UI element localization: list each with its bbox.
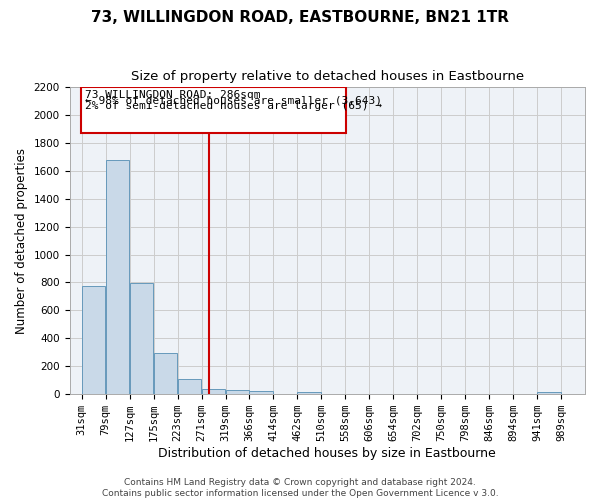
Text: 2% of semi-detached houses are larger (65) →: 2% of semi-detached houses are larger (6… [85, 101, 382, 111]
Text: ← 98% of detached houses are smaller (3,643): ← 98% of detached houses are smaller (3,… [85, 96, 382, 106]
X-axis label: Distribution of detached houses by size in Eastbourne: Distribution of detached houses by size … [158, 447, 496, 460]
Bar [202, 388, 226, 394]
Text: 73, WILLINGDON ROAD, EASTBOURNE, BN21 1TR: 73, WILLINGDON ROAD, EASTBOURNE, BN21 1T… [91, 10, 509, 25]
Bar [154, 353, 178, 394]
Y-axis label: Number of detached properties: Number of detached properties [15, 148, 28, 334]
Bar [298, 392, 321, 394]
Bar [226, 390, 250, 394]
Title: Size of property relative to detached houses in Eastbourne: Size of property relative to detached ho… [131, 70, 524, 83]
Bar [178, 378, 202, 394]
Bar [80, 87, 346, 133]
Bar [106, 160, 130, 394]
Text: Contains HM Land Registry data © Crown copyright and database right 2024.
Contai: Contains HM Land Registry data © Crown c… [101, 478, 499, 498]
Text: 73 WILLINGDON ROAD: 286sqm: 73 WILLINGDON ROAD: 286sqm [85, 90, 260, 100]
Bar [537, 392, 561, 394]
Bar [130, 283, 154, 394]
Bar [82, 286, 106, 394]
Bar [250, 392, 273, 394]
